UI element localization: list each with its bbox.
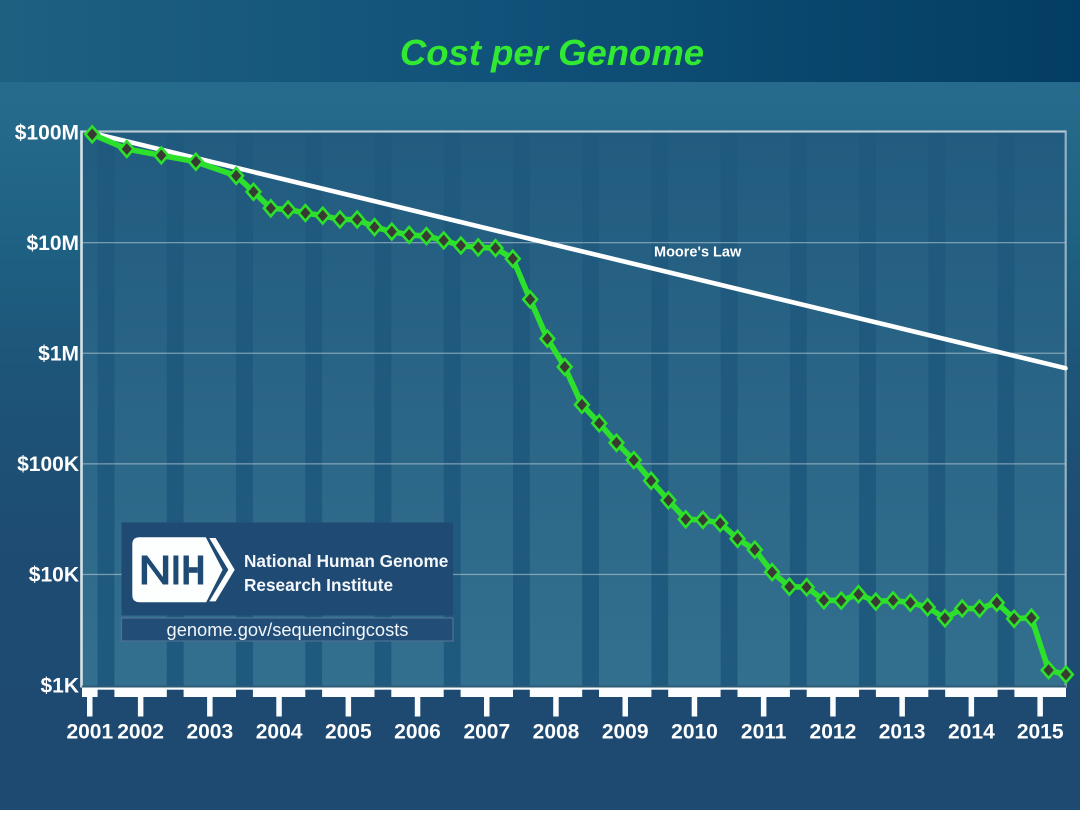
svg-text:$100K: $100K: [17, 453, 79, 476]
svg-text:$100M: $100M: [15, 121, 79, 144]
svg-text:2009: 2009: [602, 721, 649, 744]
svg-text:Moore's Law: Moore's Law: [654, 244, 742, 260]
svg-text:2005: 2005: [325, 721, 372, 744]
svg-text:2011: 2011: [741, 721, 787, 744]
svg-text:2013: 2013: [879, 721, 926, 744]
svg-text:2008: 2008: [533, 721, 580, 744]
svg-text:$1M: $1M: [38, 343, 79, 366]
svg-text:2012: 2012: [810, 721, 857, 744]
svg-text:National Human Genome: National Human Genome: [244, 551, 448, 571]
svg-text:2001: 2001: [66, 721, 113, 744]
svg-text:genome.gov/sequencingcosts: genome.gov/sequencingcosts: [167, 619, 409, 640]
svg-text:2002: 2002: [117, 721, 164, 744]
svg-text:2014: 2014: [948, 721, 995, 744]
svg-text:2007: 2007: [463, 721, 510, 744]
svg-text:2015: 2015: [1017, 721, 1064, 744]
svg-text:$10K: $10K: [29, 564, 79, 587]
svg-text:$1K: $1K: [40, 674, 79, 697]
svg-text:2003: 2003: [186, 721, 233, 744]
svg-text:2006: 2006: [394, 721, 441, 744]
svg-text:Research Institute: Research Institute: [244, 575, 393, 595]
svg-text:Cost per Genome: Cost per Genome: [400, 32, 704, 73]
svg-text:$10M: $10M: [26, 232, 79, 255]
svg-text:2004: 2004: [256, 721, 303, 744]
svg-text:2010: 2010: [671, 721, 718, 744]
